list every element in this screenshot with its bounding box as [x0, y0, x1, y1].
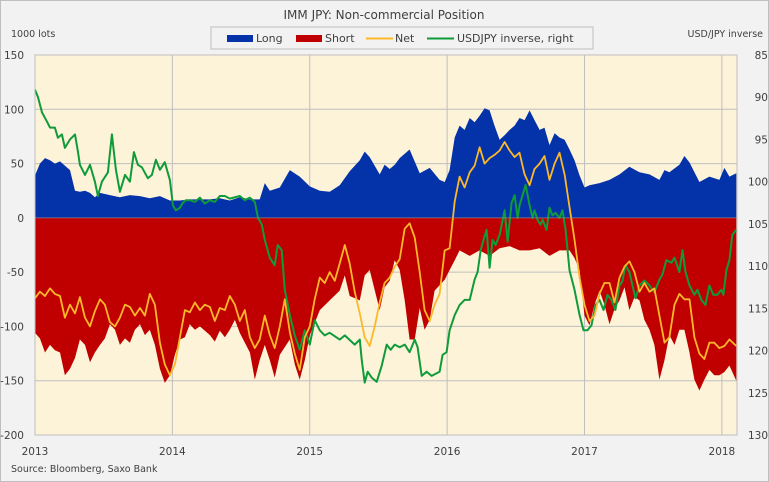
left-tick-label: 0 [17, 213, 24, 225]
legend-swatch-short [296, 35, 322, 42]
series-long-area [35, 108, 737, 218]
left-tick-label: 100 [4, 104, 24, 116]
left-tick-label: -150 [0, 376, 24, 388]
left-tick-label: -200 [0, 430, 24, 442]
source-note: Source: Bloomberg, Saxo Bank [11, 464, 158, 475]
right-axis-unit: USD/JPY inverse [688, 29, 764, 40]
legend-label-usdjpy: USDJPY inverse, right [457, 32, 574, 45]
x-tick-label: 2018 [709, 446, 736, 458]
line-series [34, 89, 738, 384]
x-tick-label: 2013 [22, 446, 49, 458]
left-axis-unit: 1000 lots [11, 29, 55, 40]
series-net-line [34, 141, 737, 377]
right-tick-label: 105 [748, 219, 768, 231]
right-tick-label: 130 [748, 430, 768, 442]
right-tick-label: 85 [755, 50, 768, 62]
legend-label-long: Long [256, 32, 283, 45]
left-axis-ticks: 150 100 50 0 -50 -100 -150 -200 [0, 50, 24, 442]
left-tick-label: -50 [7, 267, 24, 279]
legend-swatch-long [227, 35, 253, 42]
legend: Long Short Net USDJPY inverse, right [210, 26, 594, 50]
area-series [35, 108, 737, 391]
series-usdjpy-line [34, 89, 738, 384]
right-tick-label: 90 [755, 92, 768, 104]
right-tick-label: 100 [748, 177, 768, 189]
series-short-area [35, 217, 737, 391]
legend-label-short: Short [325, 32, 355, 45]
x-tick-label: 2017 [571, 446, 598, 458]
right-tick-label: 120 [748, 346, 768, 358]
plot-border [34, 54, 738, 436]
left-tick-label: 150 [4, 50, 24, 62]
x-tick-label: 2015 [296, 446, 323, 458]
left-tick-label: 50 [11, 159, 24, 171]
right-tick-label: 115 [748, 303, 768, 315]
x-axis-ticks: 2013 2014 2015 2016 2017 2018 [22, 446, 736, 458]
x-tick-label: 2016 [434, 446, 461, 458]
right-axis-ticks: 85 90 95 100 105 110 115 120 125 130 [748, 50, 768, 442]
legend-box [210, 26, 594, 50]
right-tick-label: 125 [748, 388, 768, 400]
right-tick-label: 95 [755, 134, 768, 146]
chart-title: IMM JPY: Non-commercial Position [284, 8, 485, 22]
x-tick-label: 2014 [159, 446, 186, 458]
left-tick-label: -100 [0, 321, 24, 333]
legend-label-net: Net [395, 32, 415, 45]
right-tick-label: 110 [748, 261, 768, 273]
